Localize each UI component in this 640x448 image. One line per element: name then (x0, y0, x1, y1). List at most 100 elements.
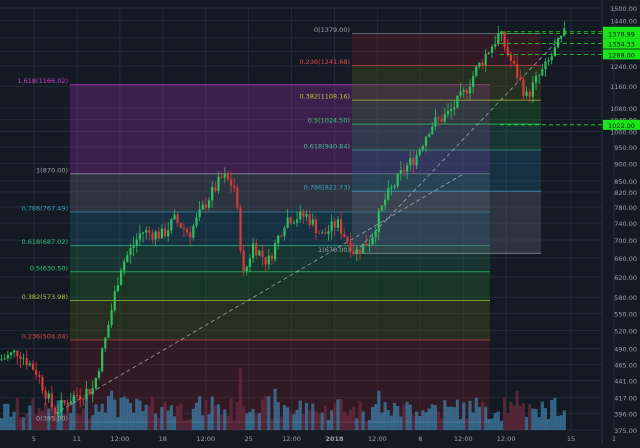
volume-bar (226, 416, 230, 430)
volume-bar (298, 400, 302, 430)
volume-bar (242, 405, 246, 430)
volume-bar (411, 415, 415, 430)
candle-body (207, 200, 211, 208)
volume-bar (518, 405, 522, 430)
candle-body (556, 38, 560, 48)
volume-bar (113, 399, 117, 430)
volume-bar (66, 406, 70, 430)
volume-bar (348, 409, 353, 430)
volume-bar (179, 403, 183, 430)
volume-bar (53, 415, 57, 430)
volume-bar (402, 404, 406, 430)
candle-body (396, 173, 399, 187)
volume-bar (72, 396, 76, 430)
price-tag-label: 1288.00 (608, 51, 635, 59)
fib-zone (352, 65, 541, 101)
candle-body (85, 388, 88, 400)
volume-bar (556, 416, 560, 430)
candle-body (135, 239, 138, 246)
volume-bar (326, 420, 331, 430)
fib-level-label: 0(385.00) (36, 414, 68, 422)
volume-bar (311, 403, 315, 430)
volume-bar (336, 399, 340, 430)
volume-bar (370, 406, 375, 430)
volume-bar (176, 405, 180, 430)
volume-bar (213, 404, 217, 430)
candle-body (192, 226, 195, 238)
candle-body (157, 231, 160, 239)
candle-body (110, 310, 113, 325)
volume-bar (414, 411, 419, 430)
candle-body (390, 187, 393, 189)
volume-bar (471, 412, 475, 430)
price-tag (603, 38, 640, 49)
candle-body (368, 244, 371, 247)
candle-body (478, 62, 481, 67)
volume-bar (276, 402, 280, 430)
volume-bar (553, 397, 557, 430)
candle-body (484, 53, 487, 65)
candle-body (333, 221, 336, 228)
x-tick-label: 25 (244, 435, 252, 443)
candle-body (550, 56, 553, 60)
volume-bar (270, 419, 274, 430)
candle-body (292, 222, 296, 224)
candle-body (516, 63, 519, 78)
fib-level-label: 0.382(573.98) (22, 293, 68, 301)
x-tick-label: 12:00 (497, 435, 516, 443)
y-tick-label: 1500.00 (610, 5, 637, 13)
candle-body (211, 186, 214, 201)
candle-body (339, 219, 343, 235)
volume-bar (138, 400, 142, 430)
volume-bar (122, 396, 126, 430)
y-tick-label: 950.00 (614, 144, 637, 152)
volume-bar (352, 406, 356, 430)
volume-bar (424, 412, 428, 430)
candle-body (317, 233, 321, 234)
fib-level-label: 0.786(767.49) (22, 204, 68, 212)
volume-bar (191, 408, 195, 430)
volume-bar (110, 390, 114, 430)
volume-bar (204, 400, 208, 430)
candle-body (179, 222, 182, 228)
y-tick-label: 850.00 (614, 178, 637, 186)
volume-bar (0, 418, 4, 430)
volume-bar (314, 411, 318, 430)
candle-body (6, 354, 9, 359)
volume-bar (490, 418, 494, 430)
volume-bar (449, 406, 453, 430)
y-tick-label: 375.00 (614, 427, 637, 435)
volume-bar (106, 395, 111, 430)
price-tag-label: 1022.00 (608, 122, 635, 130)
candle-body (512, 60, 516, 64)
candle-body (365, 243, 368, 247)
candle-body (79, 395, 82, 399)
candle-body (82, 398, 85, 400)
candle-body (465, 90, 468, 94)
y-tick-label: 780.00 (614, 204, 637, 212)
candle-body (327, 231, 330, 234)
volume-bar (559, 415, 563, 430)
y-tick-label: 1080.00 (610, 105, 637, 113)
y-tick-label: 465.00 (614, 362, 637, 370)
volume-bar (380, 412, 384, 430)
fib-level-label: 0.786(821.73) (304, 184, 350, 192)
candle-body (63, 400, 66, 403)
y-tick-label: 520.00 (614, 327, 637, 335)
volume-bar (50, 402, 54, 430)
volume-bar (154, 413, 158, 430)
volume-bar (194, 402, 199, 430)
candle-body (487, 52, 490, 54)
volume-bar (286, 407, 290, 430)
volume-bar (339, 398, 343, 430)
candle-body (424, 136, 428, 147)
price-tag-label: 1334.33 (608, 41, 635, 49)
volume-bar (163, 401, 167, 430)
fib-zone (352, 33, 541, 66)
candle-body (453, 107, 456, 110)
candle-body (431, 126, 434, 135)
volume-bar (512, 405, 516, 430)
fib-level-label: 1.618(1166.02) (17, 77, 68, 85)
